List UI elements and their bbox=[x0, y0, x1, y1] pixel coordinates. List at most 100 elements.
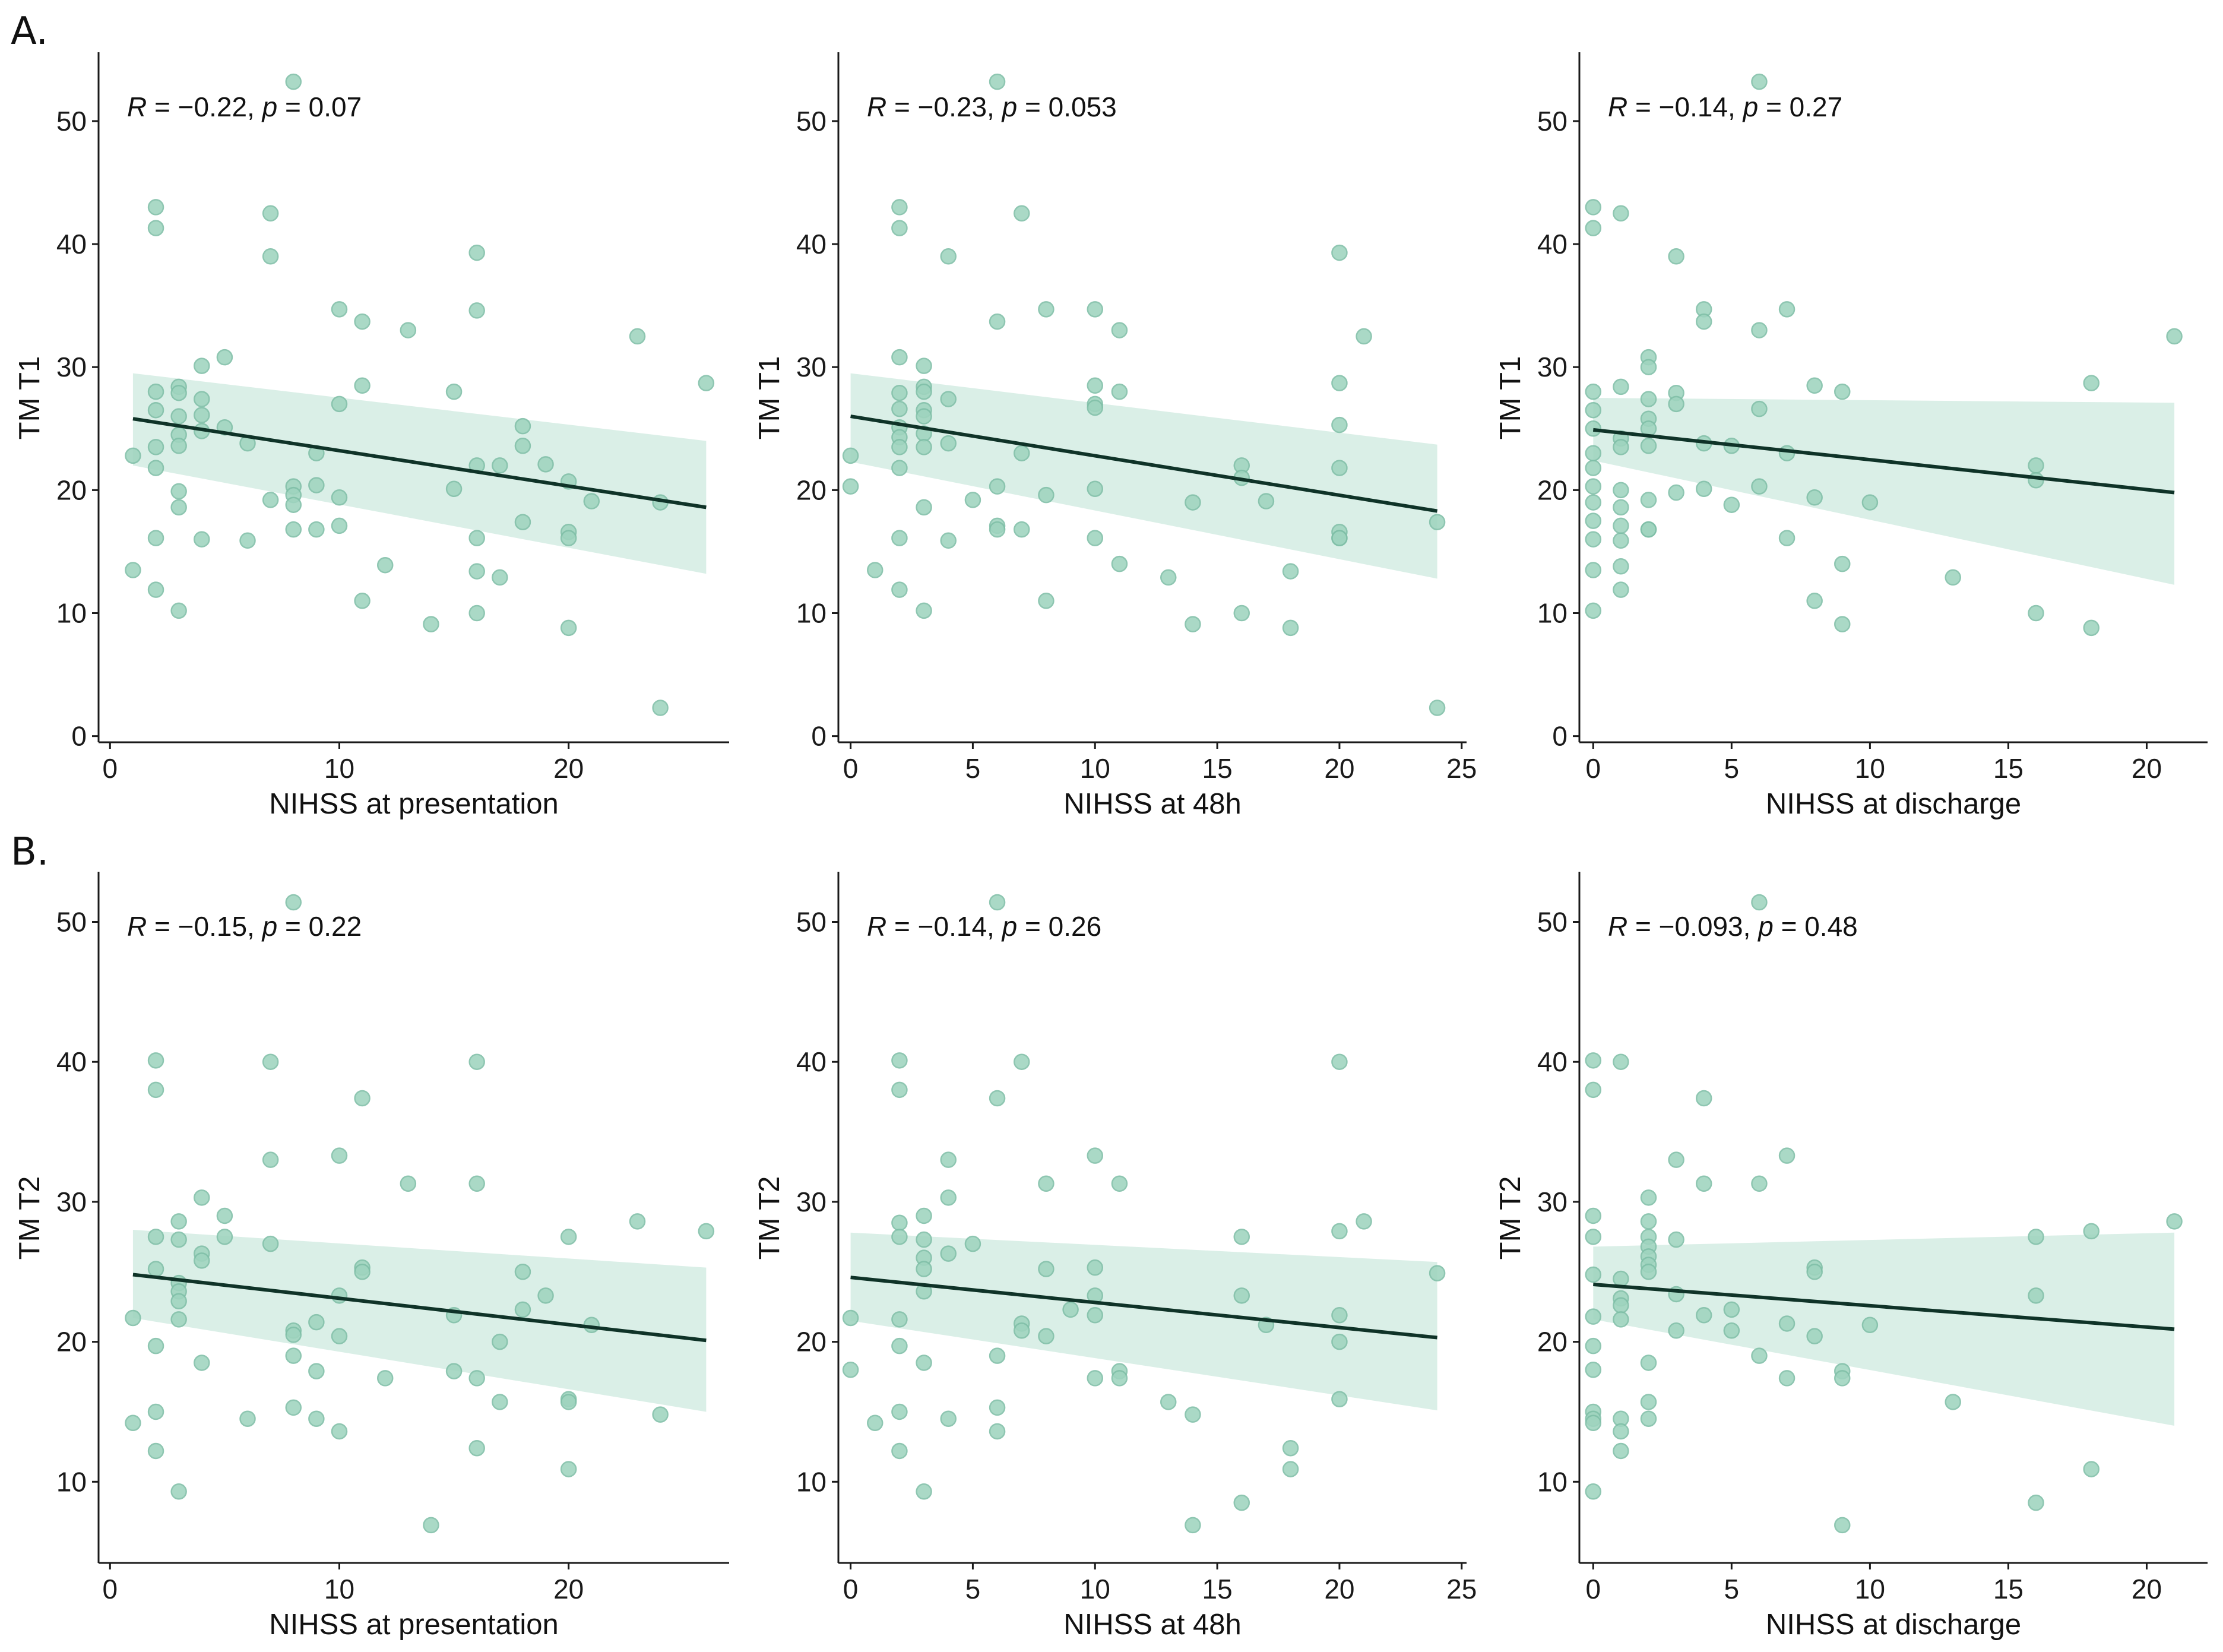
data-point bbox=[1014, 1053, 1030, 1070]
data-point bbox=[468, 1053, 485, 1070]
y-tick-label: 40 bbox=[1537, 229, 1568, 259]
y-tick-label: 50 bbox=[1537, 906, 1568, 937]
data-point bbox=[1014, 521, 1030, 538]
y-tick-label: 10 bbox=[796, 598, 826, 629]
data-point bbox=[285, 1347, 302, 1364]
data-point bbox=[940, 1245, 957, 1262]
r-value: = −0.15, bbox=[147, 911, 262, 942]
data-point bbox=[285, 521, 302, 538]
data-point bbox=[194, 1252, 210, 1269]
data-point bbox=[891, 581, 908, 598]
data-point bbox=[1585, 494, 1602, 511]
data-point bbox=[891, 530, 908, 546]
data-point bbox=[891, 1052, 908, 1069]
data-point bbox=[560, 619, 577, 637]
data-point bbox=[1111, 555, 1128, 572]
data-point bbox=[1806, 489, 1823, 506]
data-point bbox=[1331, 1333, 1348, 1350]
regression-line bbox=[850, 414, 1438, 513]
data-point bbox=[262, 1053, 279, 1070]
data-point bbox=[1356, 328, 1372, 345]
data-point bbox=[514, 1263, 531, 1280]
x-tick-label: 15 bbox=[1993, 1574, 2024, 1604]
data-point bbox=[652, 1406, 669, 1423]
data-point bbox=[1585, 220, 1602, 236]
data-point bbox=[1751, 400, 1768, 417]
data-point bbox=[1613, 1270, 1629, 1287]
data-point bbox=[308, 1314, 325, 1331]
data-point bbox=[1585, 1266, 1602, 1283]
data-point bbox=[1585, 460, 1602, 476]
data-point bbox=[1834, 1370, 1851, 1387]
regression-line bbox=[132, 417, 707, 509]
y-axis-title: TM T2 bbox=[753, 1176, 786, 1260]
data-point bbox=[170, 499, 187, 516]
y-tick-label: 30 bbox=[1537, 352, 1568, 382]
data-point bbox=[1640, 1354, 1657, 1371]
data-point bbox=[842, 478, 859, 495]
data-point bbox=[1695, 480, 1712, 498]
data-point bbox=[1014, 445, 1030, 461]
data-point bbox=[2028, 457, 2044, 474]
data-point bbox=[1861, 494, 1879, 511]
data-point bbox=[1087, 1147, 1104, 1164]
data-point bbox=[989, 478, 1006, 495]
data-point bbox=[916, 499, 932, 516]
data-point bbox=[147, 1442, 164, 1460]
data-point bbox=[1585, 562, 1602, 578]
data-point bbox=[1613, 205, 1629, 222]
data-point bbox=[1111, 1370, 1128, 1387]
data-point bbox=[1585, 1337, 1602, 1354]
x-tick-label: 0 bbox=[843, 1574, 859, 1604]
data-point bbox=[354, 377, 370, 394]
data-point bbox=[1233, 1494, 1250, 1511]
r-value: = −0.22, bbox=[147, 91, 262, 122]
data-point bbox=[194, 407, 210, 423]
y-tick-label: 20 bbox=[796, 474, 826, 505]
data-point bbox=[629, 1213, 646, 1230]
data-point bbox=[1751, 894, 1768, 911]
data-point bbox=[1778, 530, 1796, 546]
data-point bbox=[1695, 1175, 1712, 1192]
data-point bbox=[891, 1442, 908, 1460]
data-point bbox=[1331, 460, 1348, 476]
data-point bbox=[308, 477, 325, 493]
x-tick-label: 20 bbox=[2132, 1574, 2162, 1604]
data-point bbox=[492, 1333, 508, 1350]
r-symbol: R bbox=[1608, 91, 1627, 122]
data-point bbox=[147, 383, 164, 400]
data-point bbox=[916, 1483, 932, 1500]
data-point bbox=[331, 395, 348, 413]
data-point bbox=[170, 384, 187, 401]
x-tick-label: 0 bbox=[843, 753, 859, 784]
data-point bbox=[147, 460, 164, 476]
data-point bbox=[331, 1287, 348, 1304]
data-point bbox=[1585, 1483, 1602, 1500]
y-tick-label: 30 bbox=[796, 352, 826, 382]
data-point bbox=[1613, 1297, 1629, 1314]
regression-line bbox=[132, 1273, 707, 1343]
chart-panel-3: 0 10 20 30 40 50 0 5 10 15 20 NIHSS at discharge TM … bbox=[1494, 52, 2208, 820]
data-point bbox=[1282, 1461, 1299, 1477]
regression-line bbox=[850, 1276, 1437, 1340]
data-point bbox=[940, 1410, 957, 1427]
data-point bbox=[170, 602, 187, 619]
y-tick-label: 20 bbox=[1537, 1327, 1568, 1357]
data-point bbox=[842, 447, 859, 464]
confidence-band bbox=[132, 373, 707, 574]
r-value: = −0.14, bbox=[1627, 91, 1743, 122]
data-point bbox=[1751, 322, 1768, 338]
data-point bbox=[331, 1328, 348, 1344]
x-axis-title: NIHSS at presentation bbox=[269, 1609, 559, 1641]
data-point bbox=[1087, 399, 1104, 416]
data-point bbox=[1185, 1517, 1201, 1534]
data-point bbox=[492, 569, 508, 586]
data-point bbox=[2083, 375, 2100, 391]
data-point bbox=[698, 375, 715, 391]
data-point bbox=[1668, 1231, 1684, 1248]
p-symbol: p bbox=[261, 911, 278, 942]
data-point bbox=[1585, 445, 1602, 461]
y-tick-label: 30 bbox=[56, 352, 87, 382]
p-value: = 0.053 bbox=[1017, 91, 1117, 122]
data-point bbox=[1834, 1517, 1851, 1534]
